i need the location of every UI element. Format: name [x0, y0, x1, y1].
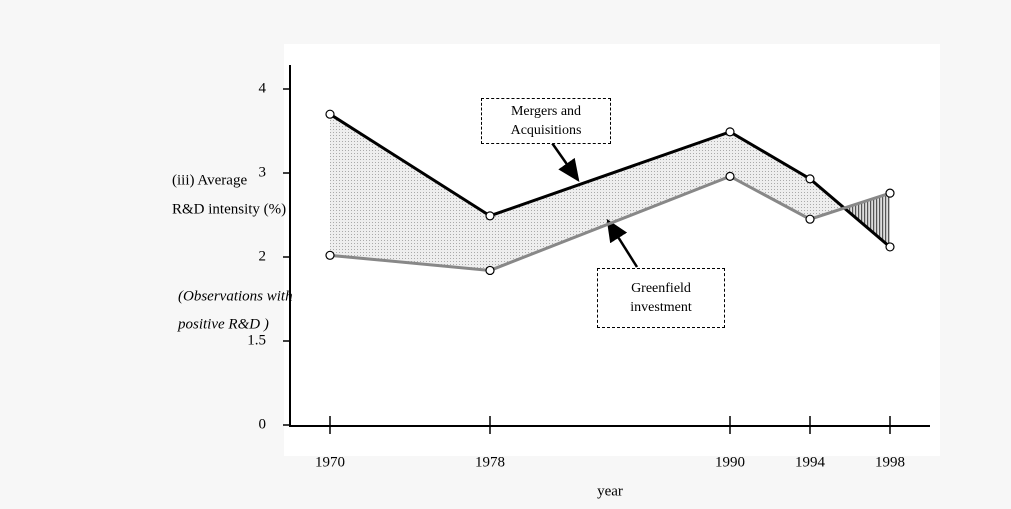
marker	[805, 214, 815, 224]
annotation: Mergers and Acquisitions	[481, 98, 611, 144]
marker	[725, 171, 735, 181]
x-tick-label: 1990	[715, 454, 745, 470]
arrow	[606, 218, 639, 268]
x-tick-label: 1994	[795, 454, 826, 470]
y-tick-label: 1.5	[247, 332, 266, 348]
gap-area	[810, 178, 845, 220]
marker	[885, 242, 895, 252]
marker	[325, 250, 335, 260]
gap-area	[490, 131, 730, 271]
x-tick-label: 1998	[875, 454, 905, 470]
marker	[725, 127, 735, 137]
annotation: Greenfield investment	[597, 268, 725, 328]
marker	[325, 109, 335, 119]
y-label: R&D intensity (%)	[172, 201, 286, 217]
gap-area	[844, 193, 890, 247]
note: positive R&D )	[177, 316, 269, 332]
gap-area	[330, 114, 490, 271]
gap-area	[730, 131, 810, 220]
y-tick-label: 2	[259, 248, 267, 264]
x-label: year	[597, 483, 623, 499]
y-label: (iii) Average	[172, 172, 247, 188]
marker	[485, 265, 495, 276]
y-tick-label: 0	[259, 416, 267, 432]
x-tick-label: 1970	[315, 454, 345, 470]
marker	[485, 211, 495, 221]
y-tick-label: 3	[259, 164, 267, 180]
x-tick-label: 1978	[475, 454, 505, 470]
y-tick-label: 4	[259, 80, 267, 96]
marker	[805, 174, 815, 184]
marker	[885, 188, 895, 198]
note: (Observations with	[178, 288, 293, 304]
